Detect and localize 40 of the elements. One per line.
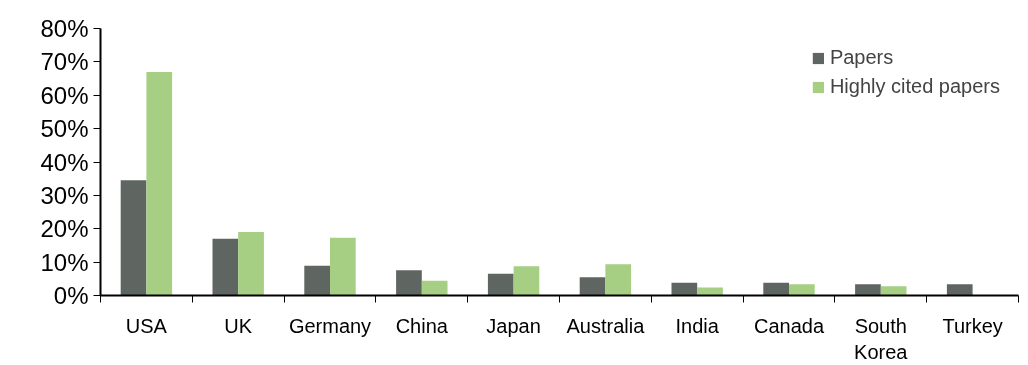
x-tick-label: India — [675, 314, 720, 337]
y-tick-label: 30% — [40, 181, 89, 209]
y-tick-label: 40% — [40, 148, 89, 176]
bar — [697, 287, 723, 296]
bar — [212, 238, 239, 296]
y-tick-label: 20% — [40, 215, 89, 243]
bar — [146, 71, 173, 296]
x-tick-label: Germany — [288, 314, 372, 337]
x-tick-label: Turkey — [942, 314, 1003, 337]
bar — [763, 282, 789, 296]
x-tick-label: Canada — [753, 314, 825, 337]
x-tick-label: China — [395, 314, 449, 337]
bar — [671, 282, 698, 296]
bar — [304, 265, 330, 296]
bar — [421, 280, 448, 296]
bar — [855, 284, 881, 296]
bar — [396, 270, 422, 296]
y-tick-label: 50% — [40, 115, 89, 143]
bar — [487, 273, 514, 296]
y-tick-label: 10% — [40, 248, 89, 276]
y-tick-label: 70% — [40, 48, 89, 76]
legend-label: Papers — [829, 46, 894, 69]
y-tick-label: 80% — [40, 15, 89, 42]
bar — [513, 266, 540, 296]
x-tick-label: UK — [224, 314, 253, 337]
bar — [789, 284, 815, 296]
y-tick-label: 60% — [40, 81, 89, 109]
bar — [946, 284, 973, 296]
x-tick-label: USA — [125, 314, 168, 337]
x-tick-label: Japan — [486, 314, 541, 337]
bar — [579, 277, 606, 296]
x-tick-label: Australia — [566, 314, 646, 337]
x-tick-label: South Korea — [854, 314, 909, 363]
bar — [120, 180, 147, 296]
bar — [605, 264, 632, 296]
bar — [330, 237, 356, 296]
legend-label: Highly cited papers — [829, 75, 1000, 98]
y-tick-label: 0% — [53, 282, 89, 309]
bar — [238, 232, 264, 296]
bar — [880, 286, 907, 296]
